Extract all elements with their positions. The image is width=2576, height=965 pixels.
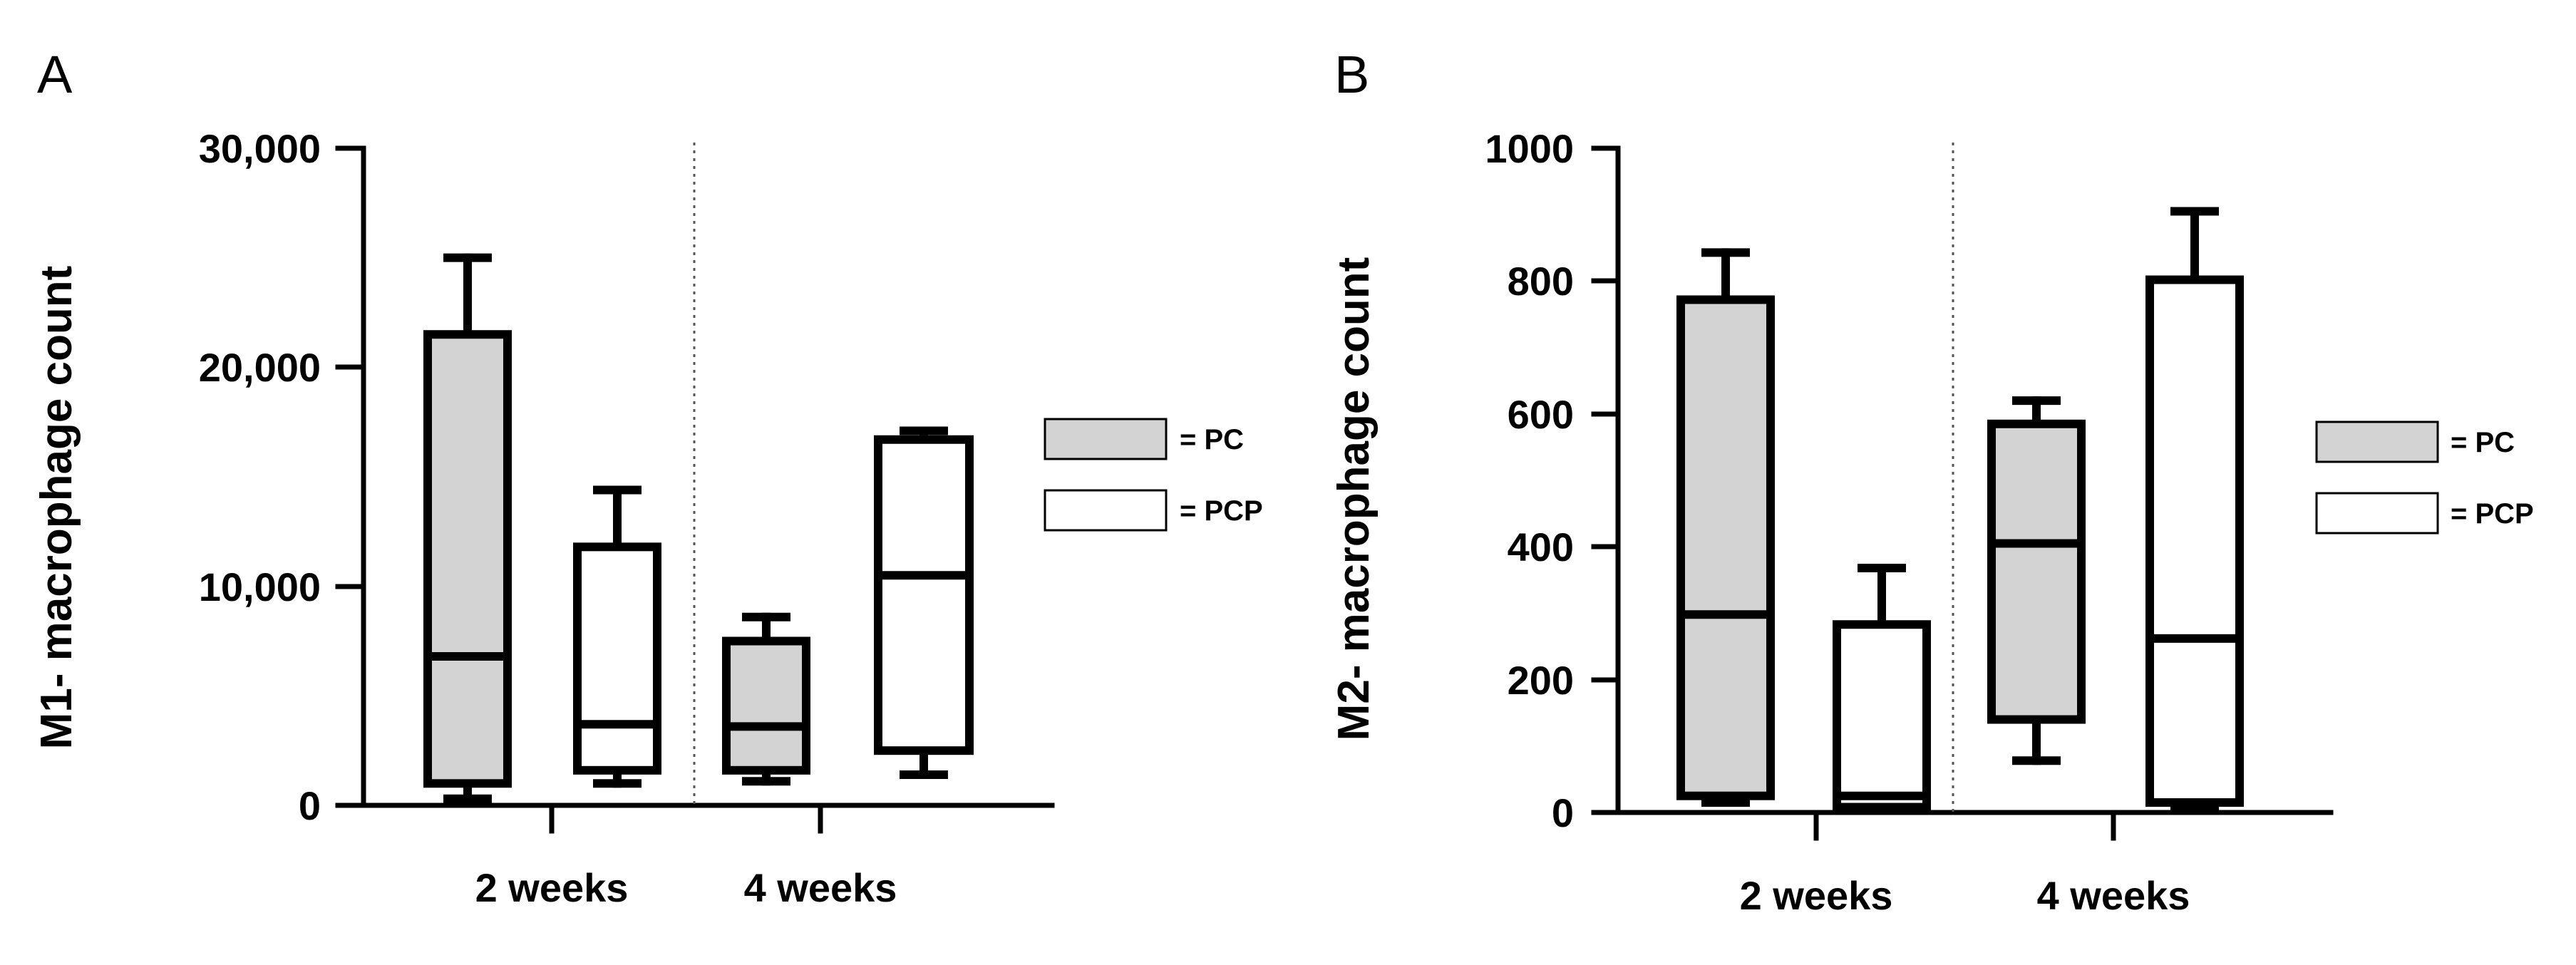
y-tick-label-b-0: 0 bbox=[1552, 790, 1574, 835]
boxes-b bbox=[1676, 207, 2244, 814]
legend-swatch-a-pcp bbox=[1044, 489, 1168, 532]
y-tick-label-b-1: 200 bbox=[1508, 658, 1574, 703]
box-b-pc-2weeks bbox=[1676, 248, 1775, 807]
legend-swatch-b-pcp bbox=[2315, 492, 2439, 535]
legend-label-b-pcp: = PCP bbox=[2451, 498, 2534, 530]
legend-swatch-a-pc bbox=[1044, 418, 1168, 460]
y-tick-label-b-5: 1000 bbox=[1485, 126, 1574, 171]
legend-b: = PC = PCP bbox=[2315, 420, 2534, 535]
category-label-b-4weeks: 4 weeks bbox=[2037, 873, 2190, 918]
panel-a: A M1- macrophage count 0 10,000 20,000 3… bbox=[32, 45, 1263, 910]
legend-label-b-pc: = PC bbox=[2451, 427, 2515, 458]
y-tick-label-a-1: 10,000 bbox=[199, 564, 321, 609]
box-rect-b-pcp-2weeks bbox=[1833, 620, 1931, 812]
panel-b: B M2- macrophage count 0 200 400 600 800… bbox=[1329, 45, 2534, 918]
panel-letter-b: B bbox=[1334, 45, 1369, 104]
box-rect-a-pc-4weeks bbox=[722, 636, 810, 775]
box-rect-b-pc-4weeks bbox=[1987, 419, 2086, 724]
y-tick-label-b-2: 400 bbox=[1508, 525, 1574, 569]
y-tick-label-a-2: 20,000 bbox=[199, 345, 321, 390]
category-label-a-2weeks: 2 weeks bbox=[475, 865, 629, 910]
category-label-b-2weeks: 2 weeks bbox=[1740, 873, 1893, 918]
category-label-a-4weeks: 4 weeks bbox=[744, 865, 897, 910]
box-b-pc-4weeks bbox=[1987, 396, 2086, 765]
box-rect-b-pc-2weeks bbox=[1676, 295, 1775, 800]
box-b-pcp-2weeks bbox=[1833, 564, 1931, 814]
y-axis-label-a: M1- macrophage count bbox=[32, 266, 81, 750]
y-tick-label-b-4: 800 bbox=[1508, 259, 1574, 304]
box-a-pcp-2weeks bbox=[573, 485, 661, 788]
legend-a: = PC = PCP bbox=[1044, 418, 1263, 532]
box-a-pcp-4weeks bbox=[874, 426, 974, 779]
box-b-pcp-4weeks bbox=[2145, 207, 2244, 814]
boxes-a bbox=[423, 253, 974, 803]
y-tick-label-a-3: 30,000 bbox=[199, 126, 321, 171]
box-a-pc-2weeks bbox=[423, 253, 512, 803]
panel-letter-a: A bbox=[37, 45, 73, 104]
box-rect-a-pcp-2weeks bbox=[573, 542, 661, 775]
y-axis-a bbox=[335, 145, 1055, 834]
legend-swatch-b-pc bbox=[2315, 420, 2439, 463]
box-rect-b-pcp-4weeks bbox=[2145, 275, 2244, 807]
y-axis-label-b: M2- macrophage count bbox=[1329, 257, 1379, 741]
legend-label-a-pcp: = PCP bbox=[1180, 495, 1263, 527]
y-tick-label-b-3: 600 bbox=[1508, 392, 1574, 437]
box-rect-a-pc-2weeks bbox=[423, 330, 512, 788]
y-tick-label-a-0: 0 bbox=[299, 783, 321, 828]
box-rect-a-pcp-4weeks bbox=[874, 435, 974, 755]
legend-label-a-pc: = PC bbox=[1180, 424, 1244, 455]
box-a-pc-4weeks bbox=[722, 612, 810, 786]
